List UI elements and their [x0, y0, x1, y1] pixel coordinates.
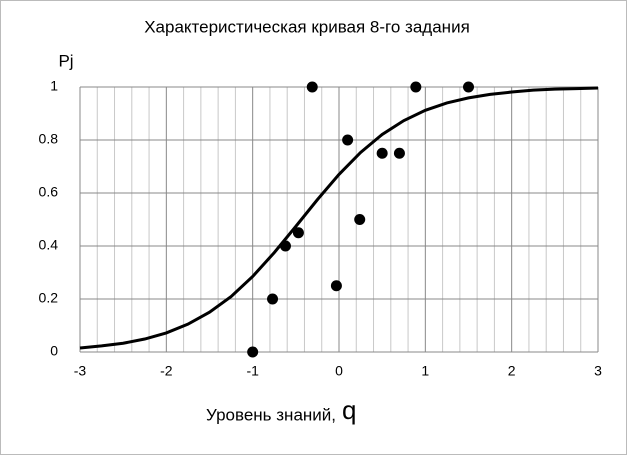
x-tick-label: 0	[335, 363, 343, 379]
y-tick-label: 0.8	[39, 131, 59, 147]
data-point	[393, 147, 405, 159]
y-tick-label: 0.4	[39, 237, 59, 253]
x-tick-label: 1	[421, 363, 429, 379]
y-axis-label: Pj	[58, 51, 73, 70]
x-tick-label: -1	[246, 363, 259, 379]
y-tick-label: 0.2	[39, 290, 59, 306]
curve	[79, 86, 599, 350]
y-tick-label: 0.6	[39, 184, 59, 200]
chart-title: Характеристическая кривая 8-го задания	[144, 17, 470, 36]
y-tick-label: 1	[50, 78, 58, 94]
data-point	[306, 81, 318, 93]
data-point	[342, 134, 354, 146]
data-point	[463, 81, 474, 93]
x-tick-label: -2	[160, 363, 173, 379]
data-point	[354, 214, 366, 225]
x-axis-symbol: q	[342, 395, 356, 425]
x-axis-label: Уровень знаний,	[206, 405, 336, 424]
data-point	[376, 147, 388, 159]
x-tick-label: 2	[508, 363, 516, 379]
data-point	[292, 227, 304, 239]
data-point	[247, 346, 259, 358]
data-point	[410, 81, 422, 93]
data-point	[267, 293, 279, 305]
x-tick-label: -3	[74, 363, 87, 379]
x-tick-label: 3	[594, 363, 602, 379]
y-tick-label: 0	[50, 343, 58, 359]
data-point	[330, 280, 342, 292]
